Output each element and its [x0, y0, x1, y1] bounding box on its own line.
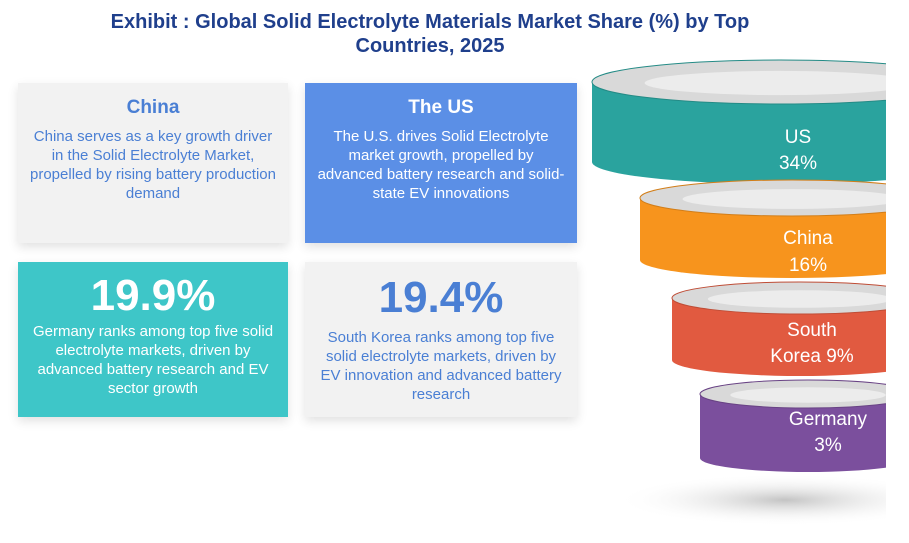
china-description: China serves as a key growth driver in t… [30, 128, 276, 202]
china-heading: China [126, 97, 180, 118]
us-card: The US The U.S. drives Solid Electrolyte… [305, 83, 577, 243]
funnel-segment-germany: Germany 3% [699, 379, 886, 472]
funnel-label: 3% [814, 435, 842, 456]
south-korea-card: 19.4% South Korea ranks among top five s… [305, 262, 577, 417]
funnel-segment-body [640, 198, 886, 278]
funnel-segment-inner [730, 387, 886, 403]
funnel-label: Germany [789, 409, 868, 430]
funnel-segment-body [672, 298, 886, 376]
china-card: China China serves as a key growth drive… [18, 83, 288, 243]
us-description: The U.S. drives Solid Electrolyte market… [317, 128, 565, 202]
south-korea-value: 19.4% [378, 273, 504, 322]
germany-card: 19.9% Germany ranks among top five solid… [18, 262, 288, 417]
funnel-label: US [785, 127, 811, 148]
chart-title: Exhibit : Global Solid Electrolyte Mater… [30, 10, 830, 58]
funnel-chart: US 34% China 16% South Korea 9% Germany 3% [591, 59, 886, 526]
funnel-label: 34% [779, 153, 817, 174]
funnel-segment-inner [644, 70, 886, 96]
funnel-segment-us: US 34% [591, 59, 886, 184]
south-korea-description: South Korea ranks among top five solid e… [320, 329, 562, 403]
funnel-label: South [787, 320, 837, 341]
funnel-segment-inner [682, 189, 886, 209]
funnel-label: China [783, 228, 833, 249]
germany-value: 19.9% [90, 271, 216, 320]
funnel-segment-body [592, 82, 886, 184]
funnel-shadow [615, 474, 886, 526]
germany-description: Germany ranks among top five solid elect… [32, 323, 274, 397]
funnel-label: Korea 9% [770, 346, 854, 367]
funnel-segment-china: China 16% [639, 179, 886, 278]
funnel-segment-inner [707, 290, 886, 308]
funnel-segment-south-korea: South Korea 9% [671, 281, 886, 376]
title-line-2: Countries, 2025 [355, 35, 505, 57]
title-line-1: Exhibit : Global Solid Electrolyte Mater… [110, 11, 750, 33]
us-heading: The US [408, 97, 474, 118]
funnel-label: 16% [789, 255, 827, 276]
funnel-segment-body [700, 394, 886, 472]
